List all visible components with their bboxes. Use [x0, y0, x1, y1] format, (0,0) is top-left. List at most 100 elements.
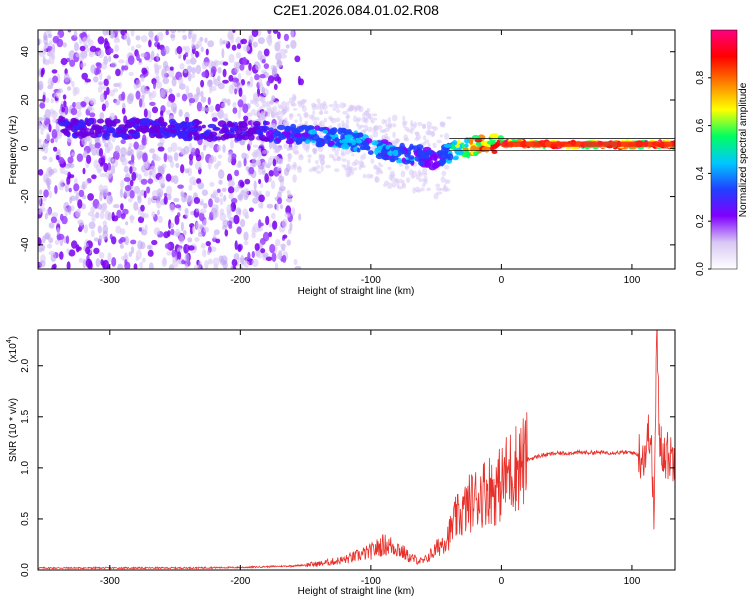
spectrogram-noise-blob — [250, 99, 254, 105]
spectrogram-haze-blob — [298, 154, 304, 158]
spectrogram-noise-blob — [176, 46, 183, 55]
spectrogram-ridge-blob — [160, 121, 168, 127]
spectrogram-haze-blob — [320, 164, 324, 172]
spectrogram-haze-blob — [344, 148, 351, 155]
spectrogram-noise-blob — [80, 63, 85, 68]
spectrogram-noise-blob — [266, 35, 273, 44]
snr-x-tick-label: 0 — [499, 576, 505, 587]
spectrogram-haze-blob — [386, 182, 393, 189]
spectrogram-noise-blob — [230, 202, 237, 212]
spectrogram-ridge-blob — [179, 121, 188, 128]
snr-y-axis: 0.0 0.5 1.0 1.5 2.0 — [20, 358, 675, 577]
spectrogram-haze-blob — [345, 118, 350, 125]
spectrogram-noise-blob — [38, 38, 42, 45]
spectrogram-ridge-blob — [62, 128, 69, 135]
spectrogram-noise-blob — [121, 214, 126, 220]
spectrogram-haze-blob — [364, 110, 370, 117]
spectrogram-haze-blob — [273, 147, 279, 154]
spectrogram-noise-blob — [94, 142, 101, 149]
spectrogram-noise-blob — [209, 181, 215, 187]
spectrogram-noise-blob — [244, 178, 251, 185]
spectrogram-noise-blob — [124, 32, 130, 42]
spectrogram-noise-blob — [149, 148, 156, 154]
spectrogram-noise-blob — [115, 225, 122, 234]
spectrogram-haze-blob — [443, 164, 450, 170]
snr-y-tick-label: 0.0 — [20, 563, 31, 577]
spectrogram-ridge-blob — [252, 120, 261, 127]
spectrogram-noise-blob — [70, 107, 78, 116]
spectrogram-noise-blob — [133, 141, 139, 150]
spectrogram-noise-blob — [270, 180, 276, 190]
spectrogram-noise-blob — [258, 190, 262, 196]
spectrogram-noise-blob — [44, 233, 50, 240]
spectrogram-noise-blob — [56, 38, 64, 48]
spectrogram-ridge-blob — [443, 143, 452, 148]
spectrogram-noise-blob — [207, 258, 213, 265]
spectrogram-noise-blob — [242, 56, 247, 66]
spectrogram-noise-blob — [217, 75, 221, 81]
spectrogram-noise-blob — [99, 172, 107, 178]
spectrogram-noise-blob — [272, 30, 279, 34]
spectrogram-noise-blob — [234, 240, 238, 251]
spectrogram-haze-blob — [315, 160, 319, 165]
spectrogram-noise-blob — [285, 44, 290, 49]
spectrogram-haze-blob — [374, 176, 379, 183]
spectrogram-ridge-blob — [203, 130, 211, 137]
spectrogram-noise-blob — [146, 186, 151, 194]
spectrogram-noise-blob — [228, 74, 234, 82]
spectrogram-noise-blob — [254, 73, 260, 81]
spectrogram-noise-blob — [279, 243, 287, 248]
spectrogram-noise-blob — [275, 202, 280, 212]
spectrogram-noise-blob — [98, 157, 106, 165]
spectrogram-haze-blob — [427, 142, 431, 148]
spectrogram-x-axis: -300 -200 -100 0 100 — [100, 30, 641, 286]
spectrogram-noise-blob — [99, 252, 105, 259]
spectrogram-noise-blob — [38, 138, 42, 143]
spectrogram-noise-blob — [156, 53, 160, 62]
spectrogram-noise-blob — [251, 232, 256, 239]
spectrogram-ridge-blob — [341, 138, 349, 144]
spectrogram-haze-blob — [341, 164, 346, 168]
spectrogram-noise-blob — [204, 260, 209, 269]
spectrogram-noise-blob — [169, 222, 175, 229]
spectrogram-noise-blob — [147, 249, 154, 257]
spectrogram-haze-blob — [375, 170, 381, 175]
spectrogram-haze-blob — [402, 115, 406, 122]
spectrogram-noise-blob — [237, 194, 243, 201]
spectrogram-haze-blob — [426, 125, 431, 130]
spectrogram-noise-blob — [71, 80, 75, 88]
spectrogram-noise-blob — [231, 258, 238, 267]
spectrogram-noise-blob — [101, 103, 106, 112]
spectrogram-ridge-blob — [69, 122, 74, 127]
spectrogram-haze-blob — [252, 153, 258, 159]
spectrogram-noise-blob — [38, 169, 44, 176]
spectrogram-noise-blob — [127, 55, 135, 66]
spectrogram-ridge-blob — [90, 132, 99, 139]
spectrogram-ridge-blob — [322, 129, 329, 134]
spectrogram-ridge-blob — [440, 159, 445, 167]
spectrogram-noise-blob — [203, 218, 207, 228]
spectrogram-noise-blob — [135, 79, 141, 88]
spectrogram-haze-blob — [370, 158, 375, 164]
spectrogram-noise-blob — [240, 38, 248, 45]
spectrogram-noise-blob — [200, 79, 205, 88]
spectrogram-haze-blob — [320, 154, 325, 160]
spectrogram-haze-blob — [378, 164, 384, 168]
spectrogram-haze-blob — [346, 159, 351, 167]
spectrogram-noise-blob — [102, 220, 108, 227]
spectrogram-noise-blob — [123, 189, 131, 198]
spectrogram-ridge-blob — [362, 145, 371, 151]
spectrogram-haze-blob — [415, 174, 421, 180]
spectrogram-noise-blob — [78, 257, 84, 263]
spectrogram-noise-blob — [191, 67, 196, 74]
figure-title: C2E1.2026.084.01.02.R08 — [273, 2, 439, 18]
spectrogram-haze-blob — [395, 138, 399, 145]
spectrogram-noise-blob — [208, 198, 213, 208]
spectrogram-noise-blob — [166, 185, 173, 196]
spectrogram-noise-blob — [89, 144, 96, 149]
spectrogram-noise-blob — [257, 37, 265, 45]
spectrogram-noise-blob — [95, 258, 101, 268]
spectrogram-noise-blob — [163, 192, 168, 197]
spectrogram-noise-blob — [261, 86, 266, 95]
spectrogram-noise-blob — [39, 260, 46, 268]
